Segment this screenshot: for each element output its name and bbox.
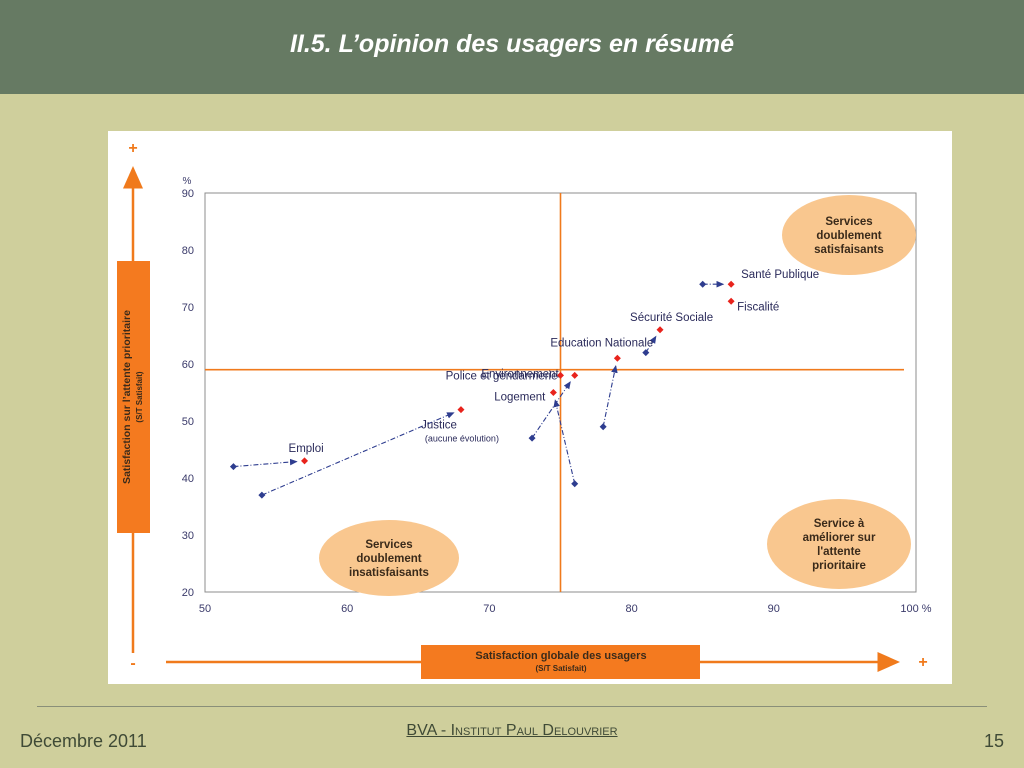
previous-point xyxy=(258,491,266,499)
y-axis-label: Satisfaction sur l’attente prioritaire xyxy=(121,310,133,484)
trend-arrow xyxy=(261,412,455,496)
point-label: Justice xyxy=(421,420,457,432)
slide-title: II.5. L’opinion des usagers en résumé xyxy=(289,30,735,58)
footer-institution: BVA - Institut Paul Delouvrier xyxy=(406,722,618,739)
trend-arrow xyxy=(645,335,657,353)
x-tick-label: 70 xyxy=(483,603,495,615)
quadrant-label-top-right: Services xyxy=(825,216,872,228)
x-axis-plus: + xyxy=(918,654,927,671)
quadrant-label-bottom-right: Service à xyxy=(814,518,865,530)
quadrant-bottom-right-bubble xyxy=(767,499,911,589)
y-axis-unit: % xyxy=(183,176,192,187)
point-label: Fiscalité xyxy=(737,301,779,313)
point-label: Education Nationale xyxy=(550,337,653,349)
quadrant-label-top-right: doublement xyxy=(816,230,881,242)
x-axis-sublabel: (S/T Satisfait) xyxy=(535,664,586,673)
previous-point xyxy=(528,434,536,442)
previous-point xyxy=(229,463,237,471)
y-tick-label: 50 xyxy=(182,416,194,428)
x-tick-label: 60 xyxy=(341,603,353,615)
point-label: Logement xyxy=(494,392,546,404)
point-label: Emploi xyxy=(289,443,324,455)
previous-point xyxy=(642,349,650,357)
x-axis-label: Satisfaction globale des usagers xyxy=(475,650,646,662)
point-label: Environnement xyxy=(481,368,559,380)
quadrant-label-top-right: satisfaisants xyxy=(814,244,884,256)
current-point xyxy=(656,326,664,334)
title-bar xyxy=(0,0,1024,94)
y-tick-label: 20 xyxy=(182,587,194,599)
current-point xyxy=(457,406,465,414)
page-number: 15 xyxy=(983,731,1004,751)
trend-arrow xyxy=(233,458,298,468)
point-label: Santé Publique xyxy=(741,269,819,281)
previous-point xyxy=(599,423,607,431)
y-tick-label: 90 xyxy=(182,188,194,200)
point-label: Police et gendarmerie xyxy=(446,370,558,382)
x-tick-label: 50 xyxy=(199,603,211,615)
point-sublabel: (aucune évolution) xyxy=(425,434,499,444)
quadrant-top-right-bubble xyxy=(782,195,916,275)
y-tick-label: 70 xyxy=(182,302,194,314)
quadrant-bottom-left-bubble xyxy=(319,520,459,596)
x-tick-label: 90 xyxy=(768,603,780,615)
footer-date: Décembre 2011 xyxy=(20,731,147,751)
current-point xyxy=(549,389,557,396)
y-axis-plus: + xyxy=(128,140,137,157)
y-tick-label: 40 xyxy=(182,473,194,485)
x-axis-label-box xyxy=(421,645,700,679)
trend-arrow xyxy=(531,381,571,439)
current-point xyxy=(571,371,579,379)
quadrant-label-bottom-right: l'attente xyxy=(817,546,861,558)
chart-panel: + - Satisfaction sur l’attente prioritai… xyxy=(108,131,952,684)
quadrant-label-bottom-left: doublement xyxy=(356,553,421,565)
current-point xyxy=(727,280,735,288)
current-point xyxy=(727,297,735,305)
quadrant-label-bottom-right: améliorer sur xyxy=(803,532,876,544)
footer-divider xyxy=(37,706,987,707)
trend-arrow xyxy=(553,399,576,484)
y-tick-label: 30 xyxy=(182,530,194,542)
previous-point xyxy=(699,280,707,288)
y-axis-label-box xyxy=(117,261,150,533)
x-tick-label: 100 % xyxy=(900,603,931,615)
current-point xyxy=(557,371,564,379)
current-point xyxy=(613,354,621,362)
y-tick-label: 60 xyxy=(182,359,194,371)
previous-point xyxy=(571,480,579,488)
trend-arrow xyxy=(602,365,618,427)
scatter-chart: + - Satisfaction sur l’attente prioritai… xyxy=(117,140,932,679)
quadrant-label-bottom-right: prioritaire xyxy=(812,560,866,572)
x-tick-label: 80 xyxy=(625,603,637,615)
quadrant-label-bottom-left: Services xyxy=(365,539,412,551)
current-point xyxy=(301,457,309,465)
y-tick-label: 80 xyxy=(182,245,194,257)
point-label: Sécurité Sociale xyxy=(630,312,713,324)
quadrant-label-bottom-left: insatisfaisants xyxy=(349,567,429,579)
y-axis-sublabel: (S/T Satisfait) xyxy=(135,371,144,422)
y-axis-minus: - xyxy=(130,655,135,672)
